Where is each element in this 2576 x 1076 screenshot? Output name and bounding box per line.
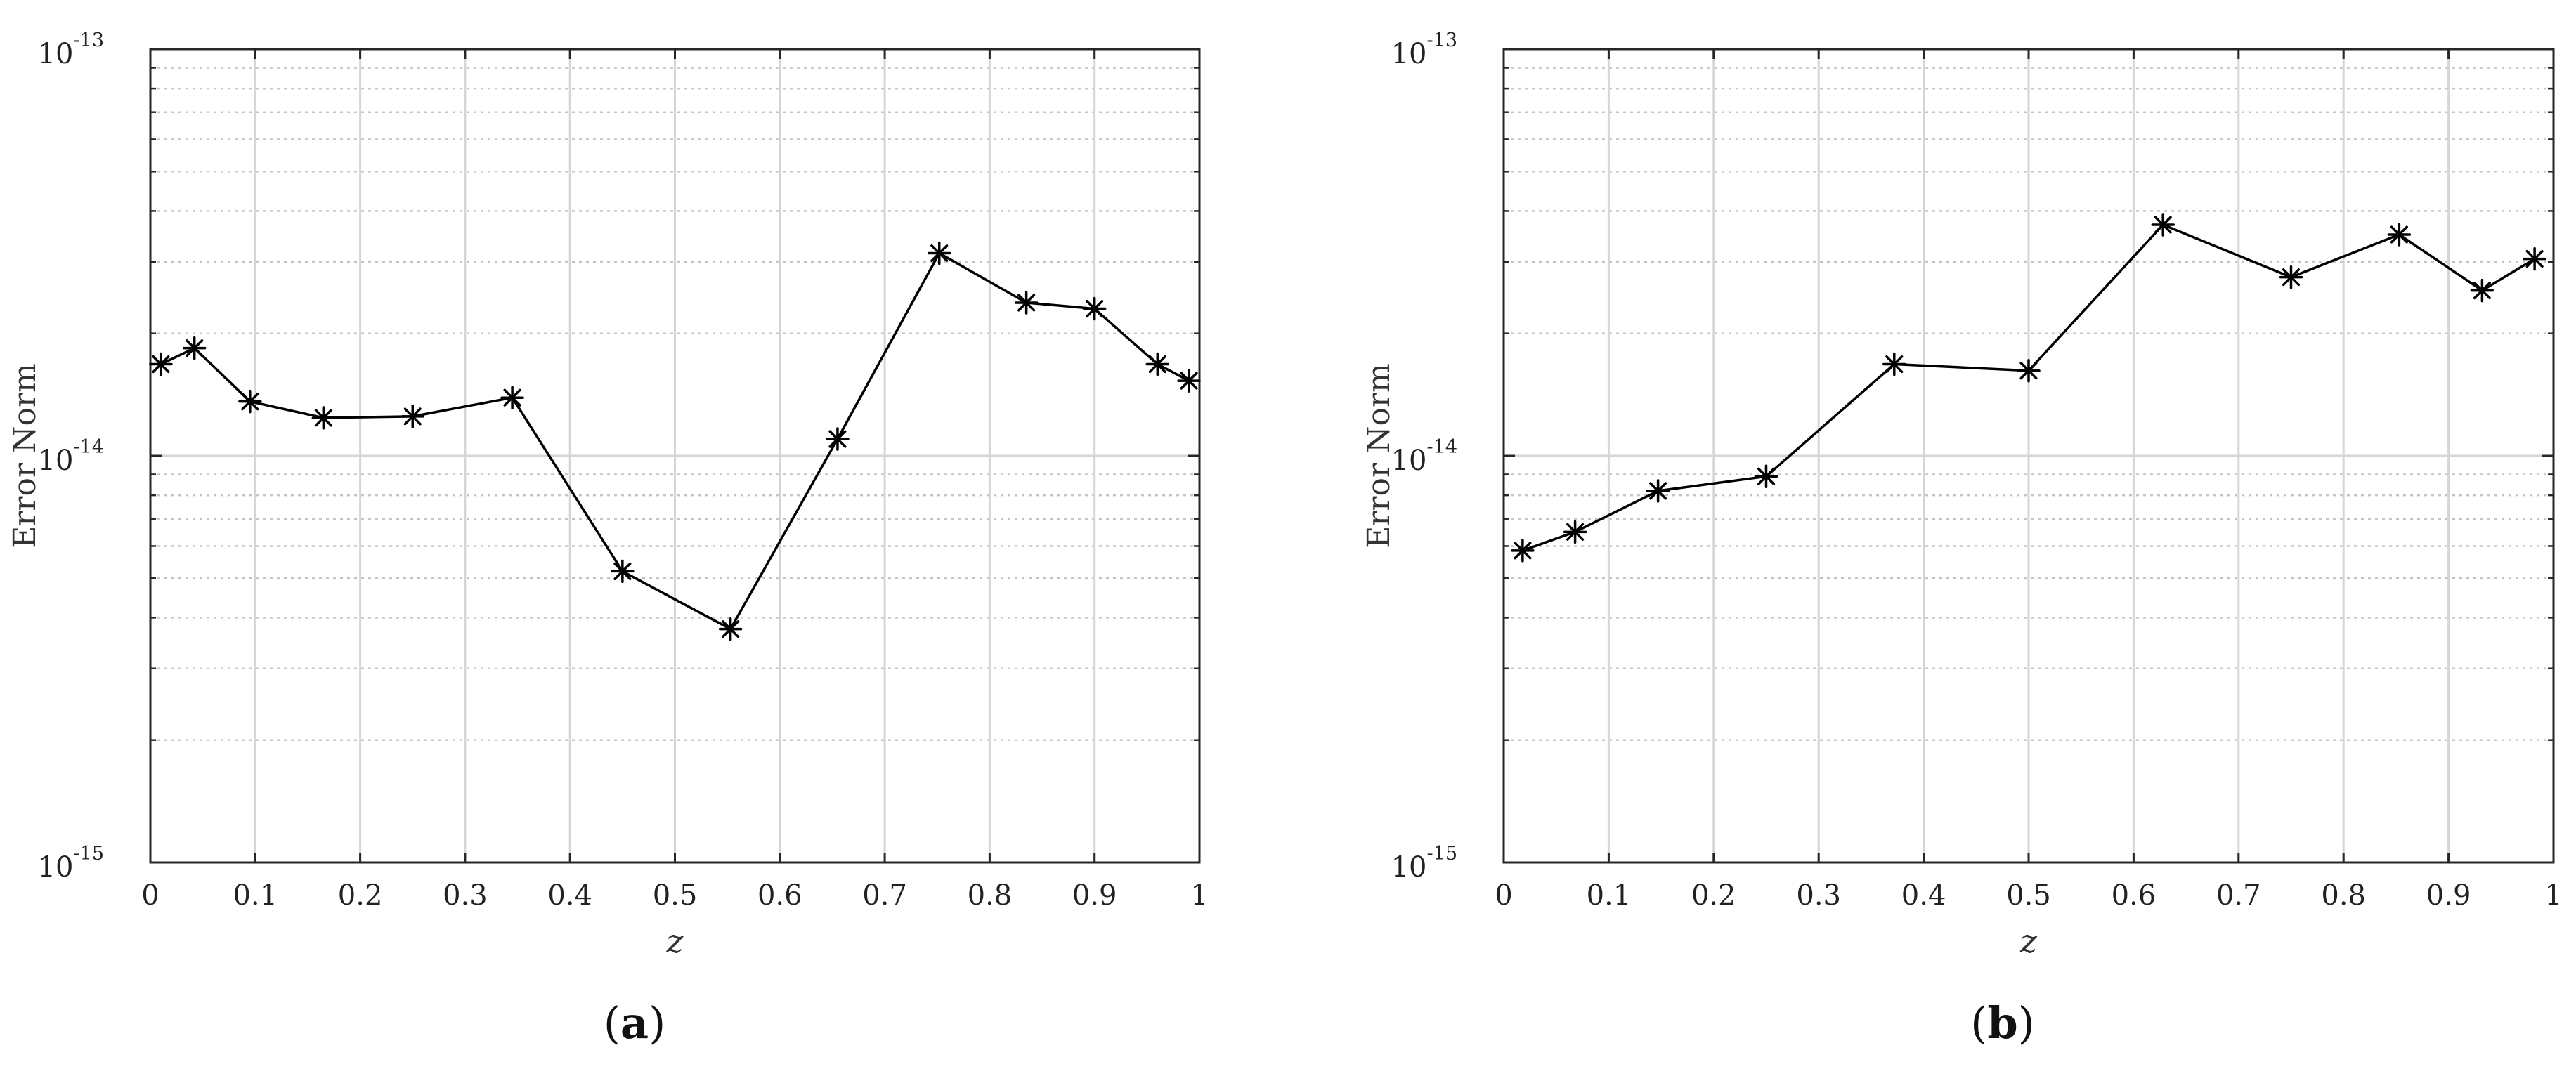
y-tick-exponent: -13 bbox=[1427, 29, 1457, 51]
y-tick-exponent: -15 bbox=[1427, 843, 1457, 865]
y-tick-base: 10 bbox=[1391, 38, 1427, 70]
y-tick-base: 10 bbox=[38, 38, 74, 70]
chart-panel-b: 0 0.1 0.2 0.3 0.4 0.5 0.6 0.7 0.8 0.9 110-1510-141… bbox=[1361, 29, 2563, 1049]
data-point bbox=[311, 406, 336, 430]
x-tick-label: 0.8 bbox=[968, 879, 1013, 912]
x-tick-label: 0.5 bbox=[2006, 879, 2051, 912]
panel-caption-letter: b bbox=[1987, 997, 2017, 1049]
data-point bbox=[500, 386, 524, 409]
x-tick-label: 0.3 bbox=[1796, 879, 1841, 912]
x-tick-label: 0.8 bbox=[2321, 879, 2366, 912]
x-tick-label: 0.1 bbox=[1587, 879, 1632, 912]
x-tick-label: 1 bbox=[2544, 879, 2562, 912]
y-tick-base: 10 bbox=[1391, 851, 1427, 884]
y-tick-exponent: -14 bbox=[74, 436, 104, 458]
y-tick-label: 10-15 bbox=[38, 843, 104, 884]
y-axis-label: Error Norm bbox=[1361, 363, 1397, 548]
data-point bbox=[1082, 296, 1107, 321]
data-point bbox=[2523, 247, 2546, 271]
data-point bbox=[2151, 213, 2175, 237]
y-tick-exponent: -13 bbox=[74, 29, 104, 51]
data-point bbox=[2017, 358, 2041, 383]
x-tick-label: 0.6 bbox=[2112, 879, 2157, 912]
data-point bbox=[1014, 291, 1039, 315]
x-tick-label: 0.3 bbox=[443, 879, 488, 912]
data-point bbox=[1511, 539, 1535, 563]
data-point bbox=[238, 389, 262, 414]
data-point bbox=[182, 336, 207, 360]
y-tick-label: 10-14 bbox=[38, 436, 104, 477]
x-tick-label: 0.2 bbox=[1691, 879, 1736, 912]
grid bbox=[150, 49, 1199, 862]
data-point bbox=[2279, 265, 2303, 289]
data-point bbox=[611, 559, 635, 584]
panel-caption: (b) bbox=[1970, 997, 2035, 1049]
data-point bbox=[1145, 352, 1170, 376]
y-tick-label: 10-13 bbox=[38, 29, 104, 70]
panel-caption: (a) bbox=[604, 997, 666, 1049]
x-tick-label: 0.5 bbox=[653, 879, 698, 912]
grid bbox=[1504, 49, 2554, 862]
data-point bbox=[1754, 464, 1778, 489]
data-point bbox=[149, 352, 173, 376]
x-tick-label: 1 bbox=[1190, 879, 1208, 912]
y-axis-label: Error Norm bbox=[7, 363, 43, 548]
x-tick-label: 0.2 bbox=[338, 879, 383, 912]
data-point bbox=[826, 427, 850, 451]
x-tick-label: 0.9 bbox=[1072, 879, 1117, 912]
data-point bbox=[1646, 479, 1670, 503]
y-tick-base: 10 bbox=[38, 851, 74, 884]
data-point bbox=[1177, 369, 1201, 393]
y-tick-label: 10-14 bbox=[1391, 436, 1457, 477]
data-point bbox=[1563, 520, 1587, 544]
y-tick-label: 10-15 bbox=[1391, 843, 1457, 884]
x-tick-label: 0 bbox=[1495, 879, 1512, 912]
x-tick-label: 0 bbox=[141, 879, 159, 912]
x-tick-label: 0.9 bbox=[2426, 879, 2471, 912]
x-axis-ticks: 0 0.1 0.2 0.3 0.4 0.5 0.6 0.7 0.8 0.9 1 bbox=[141, 49, 1209, 912]
x-axis-label: z bbox=[2019, 922, 2038, 960]
x-axis-ticks: 0 0.1 0.2 0.3 0.4 0.5 0.6 0.7 0.8 0.9 1 bbox=[1495, 49, 2563, 912]
data-point bbox=[2470, 278, 2494, 303]
chart-panel-a: 0 0.1 0.2 0.3 0.4 0.5 0.6 0.7 0.8 0.9 110-1510-141… bbox=[7, 29, 1209, 1049]
x-tick-label: 0.6 bbox=[757, 879, 802, 912]
y-tick-base: 10 bbox=[38, 445, 74, 477]
panel-caption-letter: a bbox=[620, 997, 649, 1049]
x-tick-label: 0.7 bbox=[2216, 879, 2261, 912]
series-line bbox=[160, 251, 1190, 631]
x-axis-label: z bbox=[665, 922, 684, 960]
data-point bbox=[927, 241, 951, 265]
y-tick-base: 10 bbox=[1391, 445, 1427, 477]
x-tick-label: 0.4 bbox=[1901, 879, 1946, 912]
data-point bbox=[718, 617, 743, 641]
y-tick-exponent: -14 bbox=[1427, 436, 1457, 458]
x-tick-label: 0.1 bbox=[233, 879, 278, 912]
x-tick-label: 0.4 bbox=[547, 879, 592, 912]
y-tick-exponent: -15 bbox=[74, 843, 104, 865]
data-point bbox=[401, 405, 424, 428]
data-point bbox=[2387, 223, 2412, 247]
y-tick-label: 10-13 bbox=[1391, 29, 1457, 70]
x-tick-label: 0.7 bbox=[862, 879, 907, 912]
data-point bbox=[1882, 352, 1906, 376]
